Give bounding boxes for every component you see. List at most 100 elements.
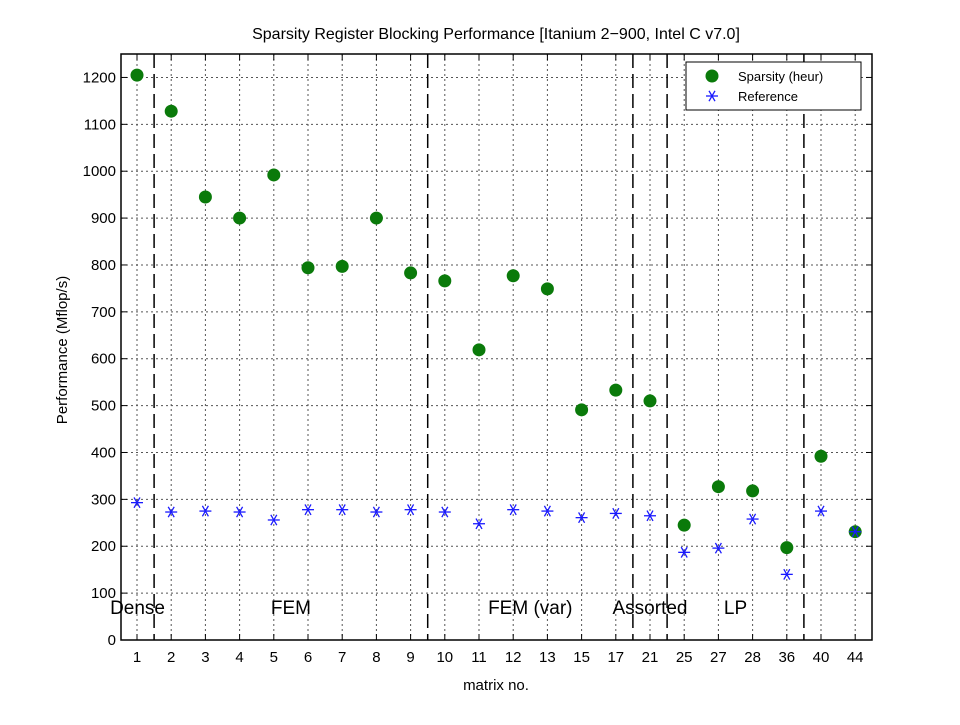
y-tick-label: 1100 [84, 116, 116, 133]
asterisk-stroke [475, 518, 483, 530]
x-tick-label: 10 [436, 649, 453, 666]
x-tick-label: 15 [573, 649, 590, 666]
y-tick-label: 700 [91, 304, 116, 321]
y-tick-label: 0 [108, 632, 116, 649]
sparsity-point [369, 211, 383, 225]
y-tick-label: 1200 [83, 69, 116, 86]
x-tick-label: 11 [471, 649, 487, 666]
x-axis-title: matrix no. [463, 677, 529, 694]
region-label: LP [724, 598, 747, 619]
asterisk-stroke [270, 514, 278, 526]
x-tick-label: 27 [710, 649, 727, 666]
reference-point [849, 526, 862, 538]
legend: Sparsity (heur) Reference [685, 61, 862, 111]
sparsity-point [506, 269, 520, 283]
asterisk-stroke [441, 506, 449, 518]
sparsity-point [472, 343, 486, 357]
reference-point [678, 546, 691, 558]
asterisk-stroke [407, 504, 415, 516]
x-tick-label: 9 [406, 649, 414, 666]
asterisk-stroke [372, 506, 380, 518]
reference-point [404, 504, 417, 516]
x-tick-label: 13 [539, 649, 556, 666]
asterisk-stroke [304, 504, 312, 516]
reference-point [131, 497, 143, 509]
asterisk-stroke [236, 506, 244, 518]
region-label: Assorted [613, 598, 688, 619]
legend-asterisk [706, 90, 718, 102]
legend-marker-reference [706, 90, 718, 102]
reference-point [336, 504, 349, 516]
sparsity-point [814, 449, 828, 463]
asterisk-stroke [851, 526, 859, 538]
asterisk-stroke [749, 513, 757, 525]
asterisk-stroke [133, 497, 141, 509]
plot-frame [120, 53, 873, 641]
reference-point [575, 512, 588, 524]
reference-point [507, 504, 520, 516]
x-tick-label: 2 [167, 649, 175, 666]
y-tick-label: 600 [91, 351, 116, 368]
y-tick-label: 200 [91, 538, 116, 555]
asterisk-stroke [201, 505, 209, 517]
reference-point [541, 505, 554, 517]
sparsity-point [609, 383, 623, 397]
x-tick-label: 44 [847, 649, 864, 666]
separator-layer [153, 54, 805, 640]
sparsity-point [301, 261, 315, 275]
grid-layer [121, 54, 872, 640]
marks-layer [130, 68, 862, 580]
x-tick-label: 12 [505, 649, 522, 666]
asterisk-stroke [167, 506, 175, 518]
x-tick-label: 1 [133, 649, 141, 666]
x-tick-label: 3 [201, 649, 209, 666]
y-tick-label: 800 [91, 257, 116, 274]
region-layer: Dense FEM FEM (var) Assorted LP [110, 598, 747, 619]
sparsity-point [575, 403, 589, 417]
region-label: FEM [271, 598, 311, 619]
sparsity-point [404, 266, 418, 280]
y-tick-label: 900 [91, 210, 116, 227]
x-tick-label: 40 [813, 649, 830, 666]
asterisk-stroke [612, 507, 620, 519]
asterisk-stroke [783, 568, 791, 580]
y-axis-title: Performance (Mflop/s) [54, 276, 71, 424]
x-tick-label: 28 [744, 649, 761, 666]
reference-point [815, 505, 827, 517]
reference-point [780, 568, 793, 580]
x-tick-label: 17 [607, 649, 624, 666]
reference-point [233, 506, 246, 518]
sparsity-point [711, 480, 725, 494]
x-tick-label: 25 [676, 649, 693, 666]
plot-area [121, 54, 872, 640]
sparsity-point [164, 104, 178, 118]
reference-point [438, 506, 451, 518]
reference-point [609, 507, 622, 519]
reference-point [746, 513, 759, 525]
x-tick-label: 8 [372, 649, 380, 666]
sparsity-point [198, 190, 212, 204]
chart-title: Sparsity Register Blocking Performance [… [252, 26, 740, 43]
asterisk-stroke [509, 504, 517, 516]
reference-point [302, 504, 314, 516]
asterisk-stroke [646, 510, 654, 522]
sparsity-point [540, 282, 554, 296]
region-label: FEM (var) [488, 598, 572, 619]
sparsity-point [746, 484, 760, 498]
region-label: Dense [110, 598, 165, 619]
sparsity-point [780, 541, 794, 555]
asterisk-stroke [714, 542, 722, 554]
asterisk-stroke [708, 90, 716, 102]
asterisk-stroke [578, 512, 586, 524]
legend-marker-sparsity [705, 69, 719, 83]
reference-point [165, 506, 178, 518]
x-tick-label: 4 [235, 649, 243, 666]
y-tick-label: 1000 [83, 163, 116, 180]
legend-label-reference: Reference [738, 89, 798, 104]
reference-point [473, 518, 485, 530]
sparsity-point [130, 68, 144, 82]
reference-point [644, 510, 656, 522]
y-tick-label: 500 [91, 398, 116, 415]
sparsity-point [233, 211, 247, 225]
